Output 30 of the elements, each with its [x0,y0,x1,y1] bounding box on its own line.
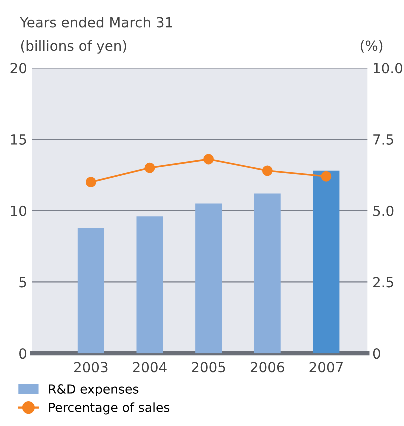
point [321,171,332,182]
y2-tick-label: 7.5 [374,134,394,145]
legend-label: R&D expenses [49,384,139,396]
y-tick-label: 0 [20,348,27,360]
legend-label: Percentage of sales [49,402,170,415]
bar [78,228,104,354]
point [204,154,214,165]
bar [313,170,340,354]
y-tick-label: 10 [11,206,27,216]
x-tick-label: 2004 [133,362,167,373]
bar [254,194,281,354]
y2-tick-label: 2.5 [374,277,394,288]
y-tick-label: 5 [20,277,26,288]
point [86,177,96,188]
point [144,162,156,174]
x-tick-label: 2005 [192,362,226,373]
bar [136,216,164,354]
point [262,166,273,176]
bar [196,204,222,354]
chart-subtitle: Years ended March 31 [20,17,172,28]
x-tick-label: 2007 [310,362,343,373]
y-tick-label: 15 [11,134,26,145]
y-tick-label: 20 [10,63,27,74]
y2-tick-label: 5.0 [374,206,394,216]
y2-tick-label: 10.0 [374,63,403,74]
y2-tick-label: 0 [373,348,380,360]
x-tick-label: 2006 [250,362,284,373]
y-axis-title: (billions of yen) [21,40,126,54]
y2-axis-title: (%) [360,40,383,53]
x-tick-label: 2003 [74,362,108,373]
